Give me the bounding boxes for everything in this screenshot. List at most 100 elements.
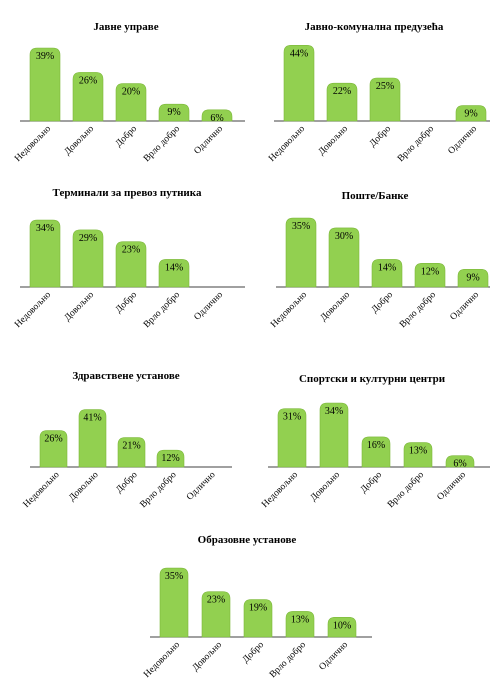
bar: [457, 268, 489, 288]
bar: [159, 567, 189, 638]
chart-title: Здравствене установе: [72, 370, 179, 382]
tick-label: Одлично: [193, 124, 226, 157]
data-label: 9%: [167, 107, 180, 118]
bar: [371, 259, 403, 288]
bar: [283, 45, 315, 122]
bar: [326, 82, 358, 122]
tick-label: Добро: [358, 469, 384, 495]
tick-label: Врло добро: [141, 289, 182, 330]
tick-label: Добро: [113, 289, 139, 315]
bar: [319, 402, 349, 468]
tick-label: Довољно: [309, 470, 343, 504]
bar-chart-7: Образовне установе 35% Недовољно 23% Довољно…: [142, 534, 372, 680]
data-label: 26%: [44, 434, 62, 445]
tick-label: Довољно: [317, 124, 351, 158]
data-label: 13%: [409, 446, 427, 457]
chart-title: Јавне управе: [93, 21, 158, 33]
tick-label: Недовољно: [142, 640, 182, 680]
bar: [361, 436, 391, 468]
bar-chart-6: Спортски и културни центри 31% Недовољно 34…: [260, 373, 490, 510]
data-label: 21%: [122, 441, 140, 452]
data-label: 35%: [165, 571, 183, 582]
data-label: 20%: [122, 87, 140, 98]
tick-label: Довољно: [63, 290, 97, 324]
tick-label: Одлично: [318, 640, 351, 673]
tick-label: Одлично: [185, 470, 218, 503]
bar: [285, 611, 315, 638]
bar-chart-1: Јавне управе 39% Недовољно 26% Довољно 20% Доб…: [13, 21, 245, 164]
chart-title: Образовне установе: [198, 534, 297, 546]
tick-label: Недовољно: [267, 124, 307, 164]
bar: [72, 72, 104, 122]
bar: [414, 263, 446, 288]
bar: [158, 259, 190, 288]
tick-label: Врло добро: [141, 123, 182, 164]
data-label: 14%: [165, 262, 183, 273]
data-label: 6%: [210, 113, 223, 124]
tick-label: Довољно: [67, 470, 101, 504]
chart-title: Јавно-комунална предузећа: [305, 21, 444, 33]
chart-title: Спортски и културни центри: [299, 373, 446, 385]
data-label: 29%: [79, 233, 97, 244]
bar: [78, 409, 107, 468]
data-label: 23%: [122, 245, 140, 256]
tick-label: Врло добро: [385, 469, 426, 510]
bar: [445, 455, 475, 468]
bar: [39, 430, 68, 468]
bar-chart-3: Терминали за превоз путника 34% Недовољно 2…: [13, 187, 245, 330]
tick-label: Недовољно: [13, 290, 53, 330]
bar: [369, 77, 401, 122]
bar-chart-2: Јавно-комунална предузећа 44% Недовољно 22%…: [267, 21, 490, 164]
tick-label: Добро: [369, 289, 395, 315]
tick-label: Недовољно: [260, 470, 300, 510]
tick-label: Добро: [367, 123, 393, 149]
data-label: 44%: [290, 48, 308, 59]
data-label: 10%: [333, 620, 351, 631]
data-label: 16%: [367, 440, 385, 451]
data-label: 34%: [325, 406, 343, 417]
tick-label: Врло добро: [267, 639, 308, 680]
bar: [201, 591, 231, 638]
tick-label: Врло добро: [395, 123, 436, 164]
bar: [277, 408, 307, 468]
data-label: 31%: [283, 412, 301, 423]
data-label: 30%: [335, 231, 353, 242]
tick-label: Недовољно: [22, 470, 62, 510]
bar: [72, 229, 104, 288]
tick-label: Врло добро: [138, 469, 179, 510]
bar-chart-5: Здравствене установе 26% Недовољно 41% Довољ…: [22, 370, 232, 510]
data-label: 9%: [466, 272, 479, 283]
tick-label: Врло добро: [397, 289, 438, 330]
data-label: 6%: [453, 459, 466, 470]
tick-label: Одлично: [447, 124, 480, 157]
data-label: 39%: [36, 51, 54, 62]
tick-label: Недовољно: [269, 290, 309, 330]
bar: [29, 47, 61, 122]
bar: [243, 599, 273, 638]
tick-label: Одлично: [436, 470, 469, 503]
tick-label: Одлично: [193, 290, 226, 323]
data-label: 14%: [378, 262, 396, 273]
data-label: 19%: [249, 603, 267, 614]
bar: [115, 241, 147, 288]
tick-label: Довољно: [63, 124, 97, 158]
tick-label: Добро: [113, 123, 139, 149]
bar: [327, 617, 357, 638]
data-label: 41%: [83, 413, 101, 424]
chart-title: Поште/Банке: [342, 190, 409, 202]
data-label: 25%: [376, 81, 394, 92]
bar: [156, 449, 185, 468]
bar: [117, 437, 146, 468]
bar: [285, 217, 317, 288]
bar: [29, 219, 61, 288]
tick-label: Добро: [240, 639, 266, 665]
tick-label: Довољно: [319, 290, 353, 324]
data-label: 35%: [292, 221, 310, 232]
tick-label: Одлично: [449, 290, 482, 323]
tick-label: Добро: [114, 469, 140, 495]
bar: [328, 227, 360, 288]
data-label: 22%: [333, 86, 351, 97]
bar: [201, 109, 233, 122]
data-label: 9%: [464, 109, 477, 120]
